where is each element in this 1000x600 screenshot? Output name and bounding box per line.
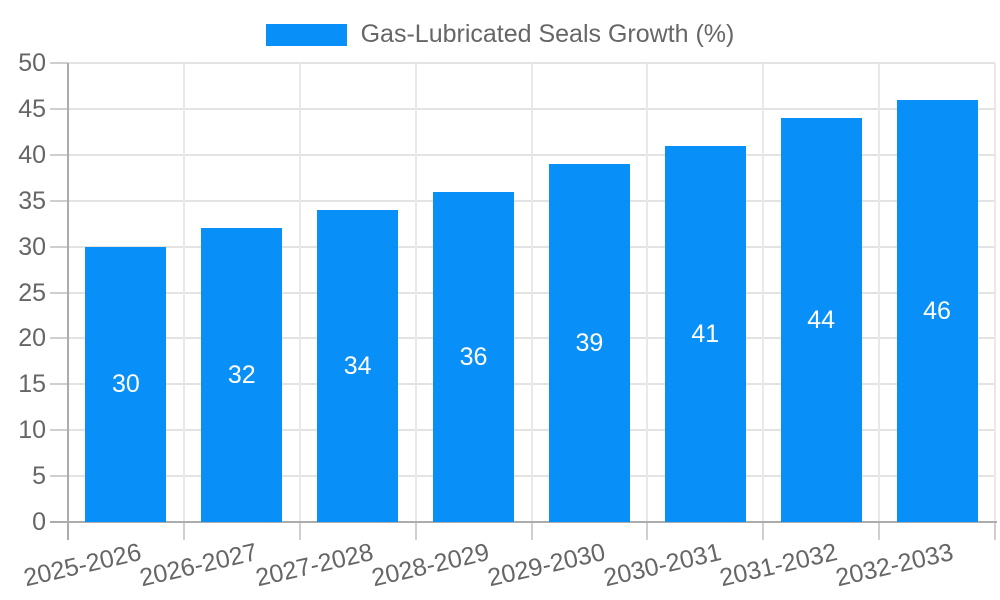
y-tick [50,475,68,478]
x-tick [994,522,996,540]
y-tick [50,153,68,156]
y-tick [50,107,68,110]
bar[interactable] [896,99,978,522]
bar-value-label: 41 [691,319,720,348]
bar-value-label: 30 [112,370,140,399]
bar-value-label: 46 [923,296,951,325]
bar[interactable] [201,228,283,522]
bar[interactable] [664,145,746,522]
bar[interactable] [548,163,630,522]
bar-value-label: 34 [343,351,372,380]
x-tick-label: 2031-2032 [716,538,840,593]
y-tick-label: 0 [32,508,46,536]
x-gridline [646,63,649,522]
y-tick-label: 25 [18,278,46,307]
y-axis-line [67,63,69,540]
x-gridline [414,63,417,522]
y-tick [50,337,68,340]
x-tick [530,522,533,540]
y-tick [50,199,68,202]
bar-value-label: 39 [575,328,604,357]
x-gridline [530,63,533,522]
legend[interactable]: Gas-Lubricated Seals Growth (%) [0,20,1000,49]
y-tick-label: 45 [18,94,46,123]
y-tick [50,291,68,294]
y-tick-label: 10 [18,416,46,445]
bar[interactable] [780,118,862,522]
x-tick-label: 2025-2026 [21,538,145,593]
y-tick [50,429,68,432]
x-gridline [182,63,185,522]
y-tick-label: 15 [18,370,46,399]
bar-value-label: 36 [459,342,488,371]
x-tick-label: 2027-2028 [253,538,376,593]
x-tick [414,522,417,540]
x-tick [878,522,881,540]
x-tick [182,522,185,540]
bar[interactable] [317,209,399,522]
bar-value-label: 44 [807,306,836,335]
x-tick-label: 2028-2029 [369,538,492,593]
y-tick [50,383,68,386]
y-tick [50,62,68,64]
y-tick-label: 35 [18,186,46,215]
bar-value-label: 32 [227,361,256,390]
x-tick-label: 2032-2033 [832,538,956,593]
x-gridline [298,63,301,522]
legend-label: Gas-Lubricated Seals Growth (%) [360,20,735,48]
x-tick [298,522,301,540]
x-tick [646,522,649,540]
x-tick [762,522,765,540]
x-gridline [762,63,765,522]
x-gridline [878,63,881,522]
y-tick-label: 40 [18,140,46,169]
y-tick [50,245,68,248]
x-tick-label: 2029-2030 [484,538,608,593]
bar[interactable] [433,191,515,522]
x-tick-label: 2030-2031 [600,538,724,593]
y-tick-label: 20 [18,324,46,353]
y-tick-label: 50 [18,49,46,77]
bar[interactable] [85,246,167,522]
x-tick-label: 2026-2027 [137,538,261,593]
x-gridline [994,63,996,522]
legend-swatch [265,23,347,46]
y-tick-label: 30 [18,232,46,261]
x-axis-line [50,521,997,523]
y-tick-label: 5 [32,462,46,491]
